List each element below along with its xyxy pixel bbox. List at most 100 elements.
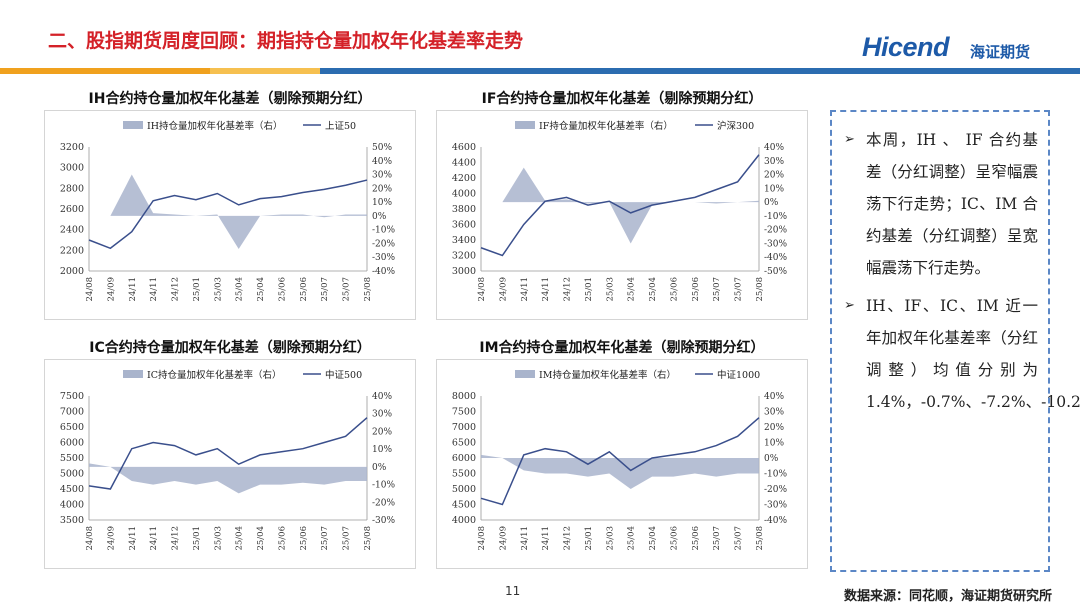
basis-rate-area xyxy=(89,463,367,494)
right-tick-label: -50% xyxy=(764,267,787,277)
left-tick-label: 5000 xyxy=(452,484,476,495)
right-tick-label: 20% xyxy=(372,184,392,194)
left-tick-label: 3500 xyxy=(60,515,84,526)
chart-panel-ih: IH合约持仓量加权年化基差（剔除预期分红） IH持仓量加权年化基差率（右） 上证5… xyxy=(44,88,416,320)
arrow-bullet-icon: ➢ xyxy=(844,298,855,313)
index-line xyxy=(480,154,760,257)
x-tick-label: 24/11 xyxy=(128,277,138,302)
right-tick-label: 40% xyxy=(372,392,392,402)
x-tick-label: 25/01 xyxy=(192,526,202,551)
x-tick-label: 25/04 xyxy=(627,277,637,302)
legend-area-label: IC持仓量加权年化基差率（右） xyxy=(147,369,282,381)
x-tick-label: 24/11 xyxy=(149,526,159,551)
x-tick-label: 25/03 xyxy=(605,526,615,551)
x-tick-label: 25/04 xyxy=(648,277,658,302)
x-tick-label: 24/12 xyxy=(563,277,573,302)
right-tick-label: 0% xyxy=(372,212,387,222)
right-tick-label: -40% xyxy=(764,516,787,526)
brand-logo: Hicend 海证期货 xyxy=(862,32,1052,66)
x-tick-label: 24/09 xyxy=(106,526,116,551)
x-tick-label: 25/06 xyxy=(277,277,287,302)
x-tick-label: 25/04 xyxy=(235,526,245,551)
right-tick-label: -30% xyxy=(764,501,787,511)
x-tick-label: 25/03 xyxy=(213,526,223,551)
x-tick-label: 25/01 xyxy=(584,526,594,551)
right-tick-label: -20% xyxy=(764,226,787,236)
legend-area-label: IH持仓量加权年化基差率（右） xyxy=(147,120,283,132)
right-tick-label: 10% xyxy=(764,439,784,449)
x-tick-label: 24/12 xyxy=(171,526,181,551)
left-tick-label: 3200 xyxy=(60,142,84,153)
right-tick-label: 40% xyxy=(372,157,392,167)
x-tick-label: 25/01 xyxy=(192,277,202,302)
legend-line-label: 上证50 xyxy=(325,121,356,132)
commentary-bullet-2: ➢ IH、IF、IC、IM 近一年加权年化基差率（分红调整）均值分别为 1.4%… xyxy=(844,290,1080,418)
x-tick-label: 25/03 xyxy=(213,277,223,302)
data-source-note: 数据来源：同花顺，海证期货研究所 xyxy=(843,589,1052,604)
x-tick-label: 25/04 xyxy=(256,526,266,551)
left-tick-label: 3000 xyxy=(60,163,84,174)
left-tick-label: 2800 xyxy=(60,183,84,194)
x-tick-label: 25/04 xyxy=(256,277,266,302)
left-tick-label: 3200 xyxy=(452,251,476,262)
legend-area-swatch xyxy=(123,370,143,378)
legend-area-label: IF持仓量加权年化基差率（右） xyxy=(539,120,673,132)
left-tick-label: 2000 xyxy=(60,266,84,277)
x-tick-label: 24/08 xyxy=(477,277,487,302)
right-tick-label: 0% xyxy=(372,463,387,473)
right-tick-label: -30% xyxy=(372,253,395,263)
x-tick-label: 25/06 xyxy=(299,526,309,551)
x-tick-label: 25/06 xyxy=(277,526,287,551)
chart-frame-ic: IC持仓量加权年化基差率（右） 中证500 7500 7000 6500 6000 5500… xyxy=(44,359,416,569)
right-tick-label: 30% xyxy=(764,157,784,167)
x-tick-label: 25/04 xyxy=(627,526,637,551)
x-tick-label: 25/03 xyxy=(605,277,615,302)
chart-ih: IH持仓量加权年化基差率（右） 上证50 3200 3000 2800 2600 2400 2… xyxy=(60,120,396,302)
left-tick-label: 4600 xyxy=(452,142,476,153)
page-number: 11 xyxy=(505,584,521,598)
right-tick-label: 40% xyxy=(764,143,784,153)
x-tick-label: 25/01 xyxy=(584,277,594,302)
left-tick-label: 5500 xyxy=(452,469,476,480)
index-line xyxy=(88,417,368,490)
left-tick-label: 3000 xyxy=(452,266,476,277)
commentary-bullet-1: ➢ 本周，IH 、 IF 合约基差（分红调整）呈窄幅震荡下行走势；IC、IM 合… xyxy=(844,124,1038,284)
legend-line-label: 中证500 xyxy=(325,369,362,381)
chart-frame-im: IM持仓量加权年化基差率（右） 中证1000 8000 7500 7000 6500 600… xyxy=(436,359,808,569)
x-tick-label: 24/12 xyxy=(171,277,181,302)
x-tick-label: 25/08 xyxy=(363,526,373,551)
left-tick-label: 4500 xyxy=(452,500,476,511)
left-tick-label: 6500 xyxy=(60,422,84,433)
commentary-box: ➢ 本周，IH 、 IF 合约基差（分红调整）呈窄幅震荡下行走势；IC、IM 合… xyxy=(830,110,1080,572)
left-tick-label: 2400 xyxy=(60,225,84,236)
left-tick-label: 8000 xyxy=(452,391,476,402)
right-tick-label: -30% xyxy=(764,239,787,249)
x-tick-label: 25/06 xyxy=(299,277,309,302)
commentary-text-2: IH、IF、IC、IM 近一年加权年化基差率（分红调整）均值分别为 1.4%，-… xyxy=(866,297,1080,411)
left-tick-label: 4200 xyxy=(452,173,476,184)
x-tick-label: 25/07 xyxy=(342,526,352,551)
right-tick-label: 40% xyxy=(764,392,784,402)
right-tick-label: 50% xyxy=(372,143,392,153)
left-tick-label: 3600 xyxy=(452,220,476,231)
page-title: 二、股指期货周度回顾：期指持仓量加权年化基差率走势 xyxy=(48,30,524,52)
x-tick-label: 25/06 xyxy=(691,526,701,551)
left-tick-label: 4000 xyxy=(452,515,476,526)
left-tick-label: 3800 xyxy=(452,204,476,215)
x-tick-label: 24/09 xyxy=(106,277,116,302)
index-line xyxy=(480,417,760,506)
x-tick-label: 25/07 xyxy=(342,277,352,302)
legend-area-swatch xyxy=(123,121,143,129)
basis-rate-area xyxy=(481,167,759,244)
right-tick-label: 30% xyxy=(372,410,392,420)
logo-brand-text: Hicend xyxy=(862,32,950,62)
arrow-bullet-icon: ➢ xyxy=(844,132,855,147)
chart-frame-if: IF持仓量加权年化基差率（右） 沪深300 4600 4400 4200 4000 3800… xyxy=(436,110,808,320)
left-tick-label: 7500 xyxy=(60,391,84,402)
chart-ic: IC持仓量加权年化基差率（右） 中证500 7500 7000 6500 6000 5500… xyxy=(60,369,396,551)
left-tick-label: 7000 xyxy=(60,407,84,418)
index-line xyxy=(88,179,368,250)
x-tick-label: 24/11 xyxy=(541,526,551,551)
right-tick-label: -30% xyxy=(372,516,395,526)
right-tick-label: 10% xyxy=(372,445,392,455)
